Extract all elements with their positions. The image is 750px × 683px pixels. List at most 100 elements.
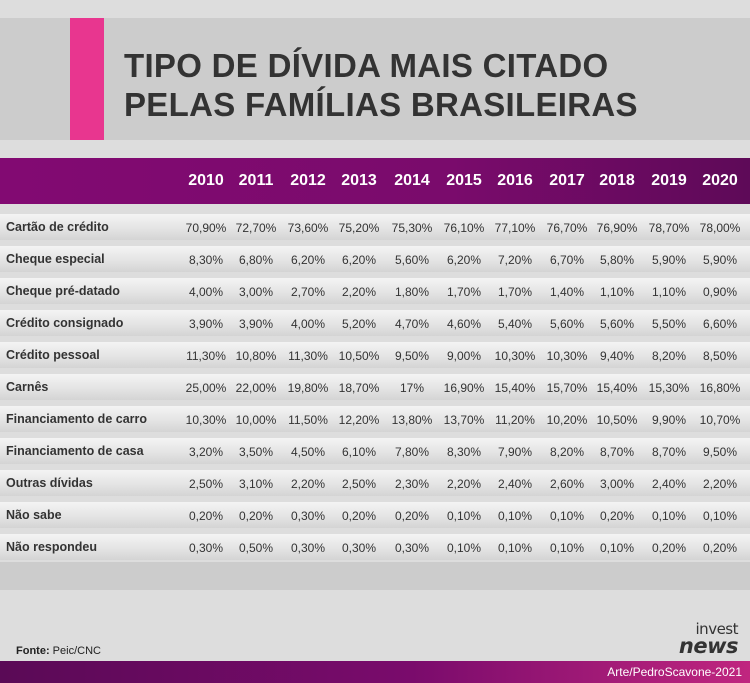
table-cell: 10,30% — [185, 413, 227, 427]
table-cell: 1,10% — [599, 285, 635, 299]
table-cell: 2,50% — [341, 477, 377, 491]
title-line-2: PELAS FAMÍLIAS BRASILEIRAS — [124, 86, 638, 123]
table-row: Crédito consignado 3,90% 3,90% 4,00% 5,20% 4,… — [0, 310, 750, 336]
table-cell: 0,10% — [446, 509, 482, 523]
table-cell: 13,80% — [391, 413, 433, 427]
table-cell: 0,10% — [549, 509, 585, 523]
table-cell: 76,90% — [596, 221, 638, 235]
table-cell: 25,00% — [185, 381, 227, 395]
table-cell: 3,00% — [238, 285, 274, 299]
table-cell: 5,80% — [599, 253, 635, 267]
table-cell: 10,80% — [235, 349, 277, 363]
table-cell: 72,70% — [235, 221, 277, 235]
table-cell: 2,70% — [290, 285, 326, 299]
row-label: Não sabe — [6, 508, 62, 522]
table-cell: 8,70% — [599, 445, 635, 459]
table-cell: 9,40% — [599, 349, 635, 363]
table-row: Não sabe 0,20% 0,20% 0,30% 0,20% 0,20% 0,10% 0,… — [0, 502, 750, 528]
table-cell: 3,10% — [238, 477, 274, 491]
table-row: Outras dívidas 2,50% 3,10% 2,20% 2,50% 2,30% 2… — [0, 470, 750, 496]
table-cell: 0,20% — [341, 509, 377, 523]
table-cell: 0,10% — [549, 541, 585, 555]
column-header-year: 2014 — [394, 172, 430, 189]
table-cell: 9,50% — [394, 349, 430, 363]
table-cell: 11,30% — [186, 349, 226, 363]
table-cell: 75,20% — [338, 221, 380, 235]
table-cell: 6,80% — [238, 253, 274, 267]
table-cell: 5,40% — [497, 317, 533, 331]
footer-bar: Arte/PedroScavone-2021 — [0, 661, 750, 683]
table-cell: 4,70% — [394, 317, 430, 331]
table-cell: 6,10% — [341, 445, 377, 459]
table-cell: 5,60% — [599, 317, 635, 331]
column-header-year: 2019 — [651, 172, 687, 189]
table-cell: 6,60% — [702, 317, 738, 331]
column-header-year: 2012 — [290, 172, 326, 189]
table-cell: 6,20% — [341, 253, 377, 267]
table-cell: 0,30% — [188, 541, 224, 555]
table-cell: 77,10% — [494, 221, 536, 235]
title-line-1: TIPO DE DÍVIDA MAIS CITADO — [124, 47, 609, 84]
table-row: Cheque especial 8,30% 6,80% 6,20% 6,20% 5,60%… — [0, 246, 750, 272]
column-header-year: 2020 — [702, 172, 738, 189]
table-cell: 2,60% — [549, 477, 585, 491]
investnews-logo: invest news — [679, 622, 739, 657]
row-label: Não respondeu — [6, 540, 97, 554]
table-cell: 0,10% — [599, 541, 635, 555]
table-cell: 11,50% — [288, 413, 328, 427]
table-cell: 5,90% — [651, 253, 687, 267]
table-row: Financiamento de casa 3,20% 3,50% 4,50% 6,10… — [0, 438, 750, 464]
table-cell: 18,70% — [338, 381, 380, 395]
table-cell: 11,30% — [288, 349, 328, 363]
table-row: Crédito pessoal 11,30% 10,80% 11,30% 10,50% 9… — [0, 342, 750, 368]
table-cell: 15,40% — [596, 381, 638, 395]
table-cell: 8,70% — [651, 445, 687, 459]
row-label: Cheque pré-datado — [6, 284, 120, 298]
table-row: Não respondeu 0,30% 0,50% 0,30% 0,30% 0,30% 0,… — [0, 534, 750, 560]
table-cell: 76,70% — [546, 221, 588, 235]
table-cell: 7,80% — [394, 445, 430, 459]
table-row: Financiamento de carro 10,30% 10,00% 11,50%… — [0, 406, 750, 432]
table-cell: 0,30% — [394, 541, 430, 555]
column-header-year: 2016 — [497, 172, 533, 189]
table-cell: 15,40% — [494, 381, 536, 395]
table-cell: 0,30% — [290, 541, 326, 555]
table-cell: 4,60% — [446, 317, 482, 331]
table-cell: 15,70% — [546, 381, 588, 395]
table-cell: 13,70% — [443, 413, 485, 427]
table-cell: 8,20% — [651, 349, 687, 363]
title-band: TIPO DE DÍVIDA MAIS CITADO PELAS FAMÍLIA… — [0, 18, 750, 140]
table-cell: 6,20% — [290, 253, 326, 267]
table-cell: 0,50% — [238, 541, 274, 555]
table-cell: 0,20% — [188, 509, 224, 523]
table-cell: 6,70% — [549, 253, 585, 267]
table-cell: 22,00% — [235, 381, 277, 395]
table-cell: 10,30% — [546, 349, 588, 363]
table-cell: 0,30% — [290, 509, 326, 523]
column-header-year: 2015 — [446, 172, 482, 189]
table-cell: 1,80% — [394, 285, 430, 299]
table-cell: 1,10% — [651, 285, 687, 299]
table-cell: 0,20% — [599, 509, 635, 523]
table-row: Carnês 25,00% 22,00% 19,80% 18,70% 17% 16,90% 1… — [0, 374, 750, 400]
title-accent-bar — [70, 18, 104, 140]
column-header-year: 2011 — [238, 172, 274, 189]
row-label: Outras dívidas — [6, 476, 93, 490]
table-row: Cartão de crédito 70,90% 72,70% 73,60% 75,20… — [0, 214, 750, 240]
row-label: Financiamento de carro — [6, 412, 148, 426]
table-cell: 78,00% — [699, 221, 741, 235]
table-cell: 0,20% — [238, 509, 274, 523]
table-cell: 6,20% — [446, 253, 482, 267]
table-cell: 9,50% — [702, 445, 738, 459]
source-text: Peic/CNC — [52, 645, 101, 657]
table-cell: 0,30% — [341, 541, 377, 555]
table-cell: 4,00% — [188, 285, 224, 299]
table-cell: 10,00% — [235, 413, 277, 427]
table-cell: 5,60% — [394, 253, 430, 267]
table-cell: 1,40% — [549, 285, 585, 299]
table-cell: 3,20% — [188, 445, 224, 459]
table-cell: 10,50% — [596, 413, 638, 427]
table-cell: 12,20% — [338, 413, 380, 427]
row-label: Crédito consignado — [6, 316, 124, 330]
table-cell: 3,50% — [238, 445, 274, 459]
